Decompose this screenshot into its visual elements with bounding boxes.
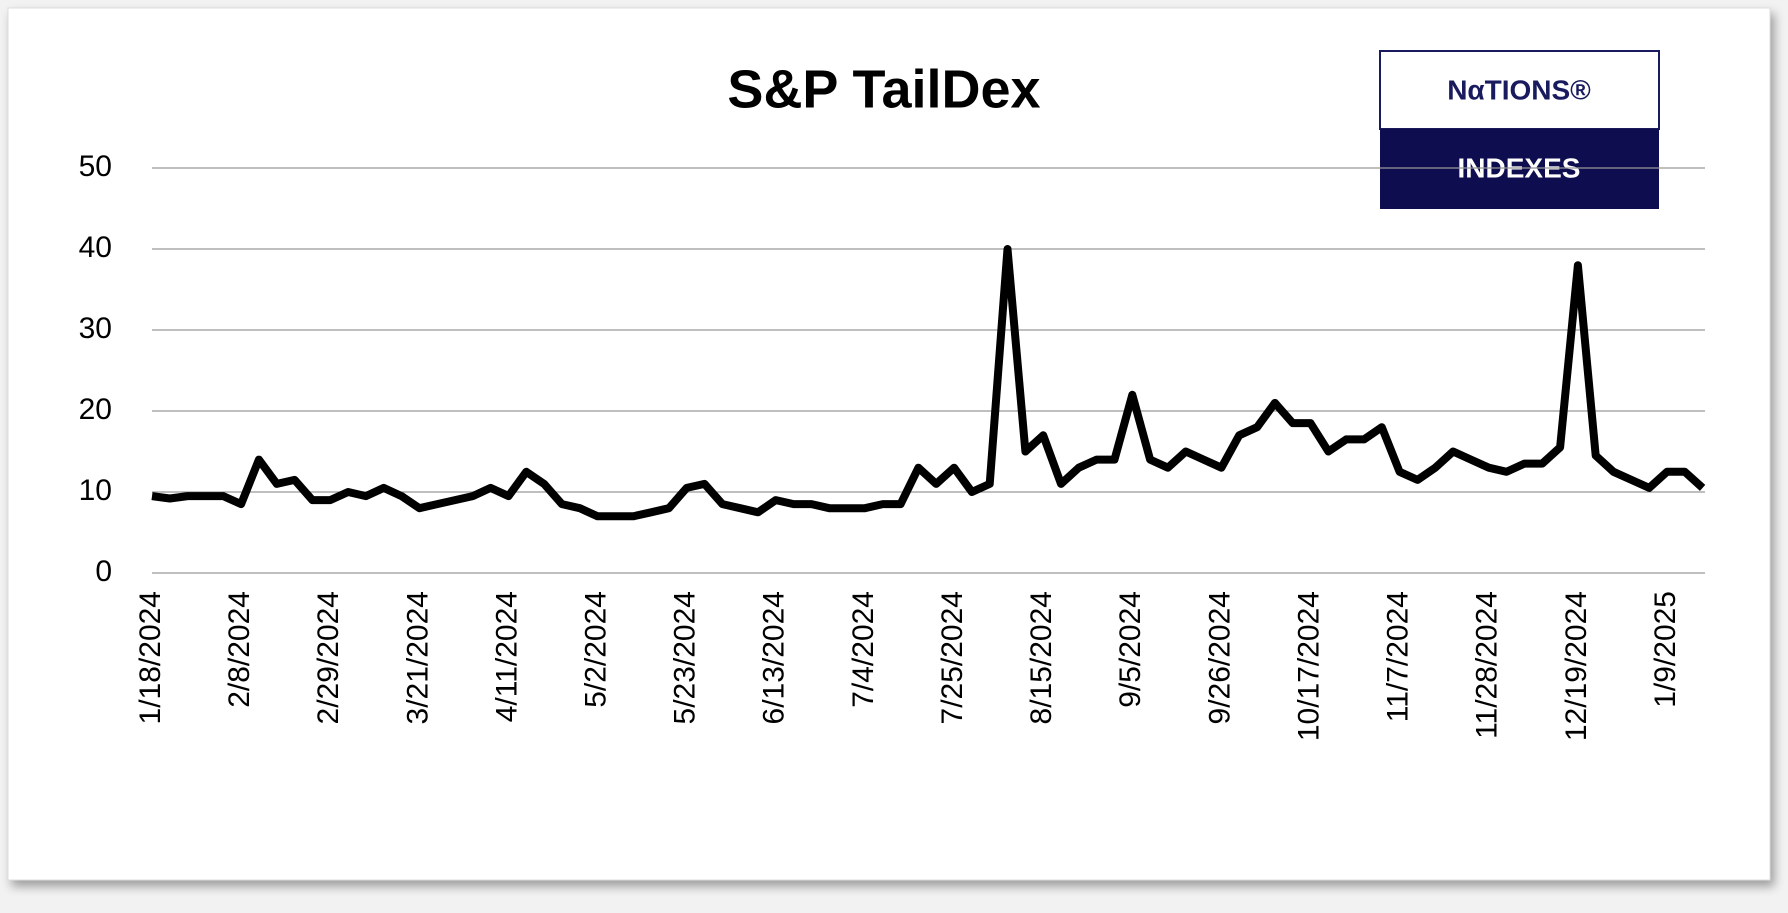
x-tick-label: 4/11/2024 xyxy=(490,591,523,722)
y-tick-label: 0 xyxy=(95,555,112,588)
y-tick-label: 30 xyxy=(79,312,112,345)
logo-bottom-box xyxy=(1380,129,1659,209)
x-tick-label: 1/18/2024 xyxy=(134,591,167,724)
y-tick-label: 50 xyxy=(79,150,112,183)
x-tick-label: 2/8/2024 xyxy=(223,591,256,708)
data-line xyxy=(151,245,1706,521)
y-tick-label: 40 xyxy=(79,231,112,264)
logo-top: NαTIONS® xyxy=(1447,74,1591,105)
x-tick-label: 6/13/2024 xyxy=(758,591,791,724)
y-tick-label: 20 xyxy=(79,393,112,426)
x-tick-label: 9/26/2024 xyxy=(1203,591,1236,724)
x-tick-label: 11/7/2024 xyxy=(1382,591,1415,722)
x-tick-label: 5/23/2024 xyxy=(669,591,702,724)
x-tick-label: 5/2/2024 xyxy=(580,591,613,708)
x-tick-label: 9/5/2024 xyxy=(1114,591,1147,708)
x-tick-label: 2/29/2024 xyxy=(312,591,345,724)
x-tick-label: 7/25/2024 xyxy=(936,591,969,724)
x-tick-label: 12/19/2024 xyxy=(1560,591,1593,741)
logo-top-box xyxy=(1379,50,1660,130)
x-tick-label: 7/4/2024 xyxy=(847,591,880,708)
x-tick-label: 1/9/2025 xyxy=(1649,591,1682,708)
x-tick-label: 8/15/2024 xyxy=(1025,591,1058,724)
x-tick-label: 3/21/2024 xyxy=(401,591,434,724)
y-tick-label: 10 xyxy=(79,474,112,507)
chart-title: S&P TailDex xyxy=(727,59,1040,119)
x-tick-label: 11/28/2024 xyxy=(1471,591,1504,739)
x-tick-label: 10/17/2024 xyxy=(1292,591,1325,741)
